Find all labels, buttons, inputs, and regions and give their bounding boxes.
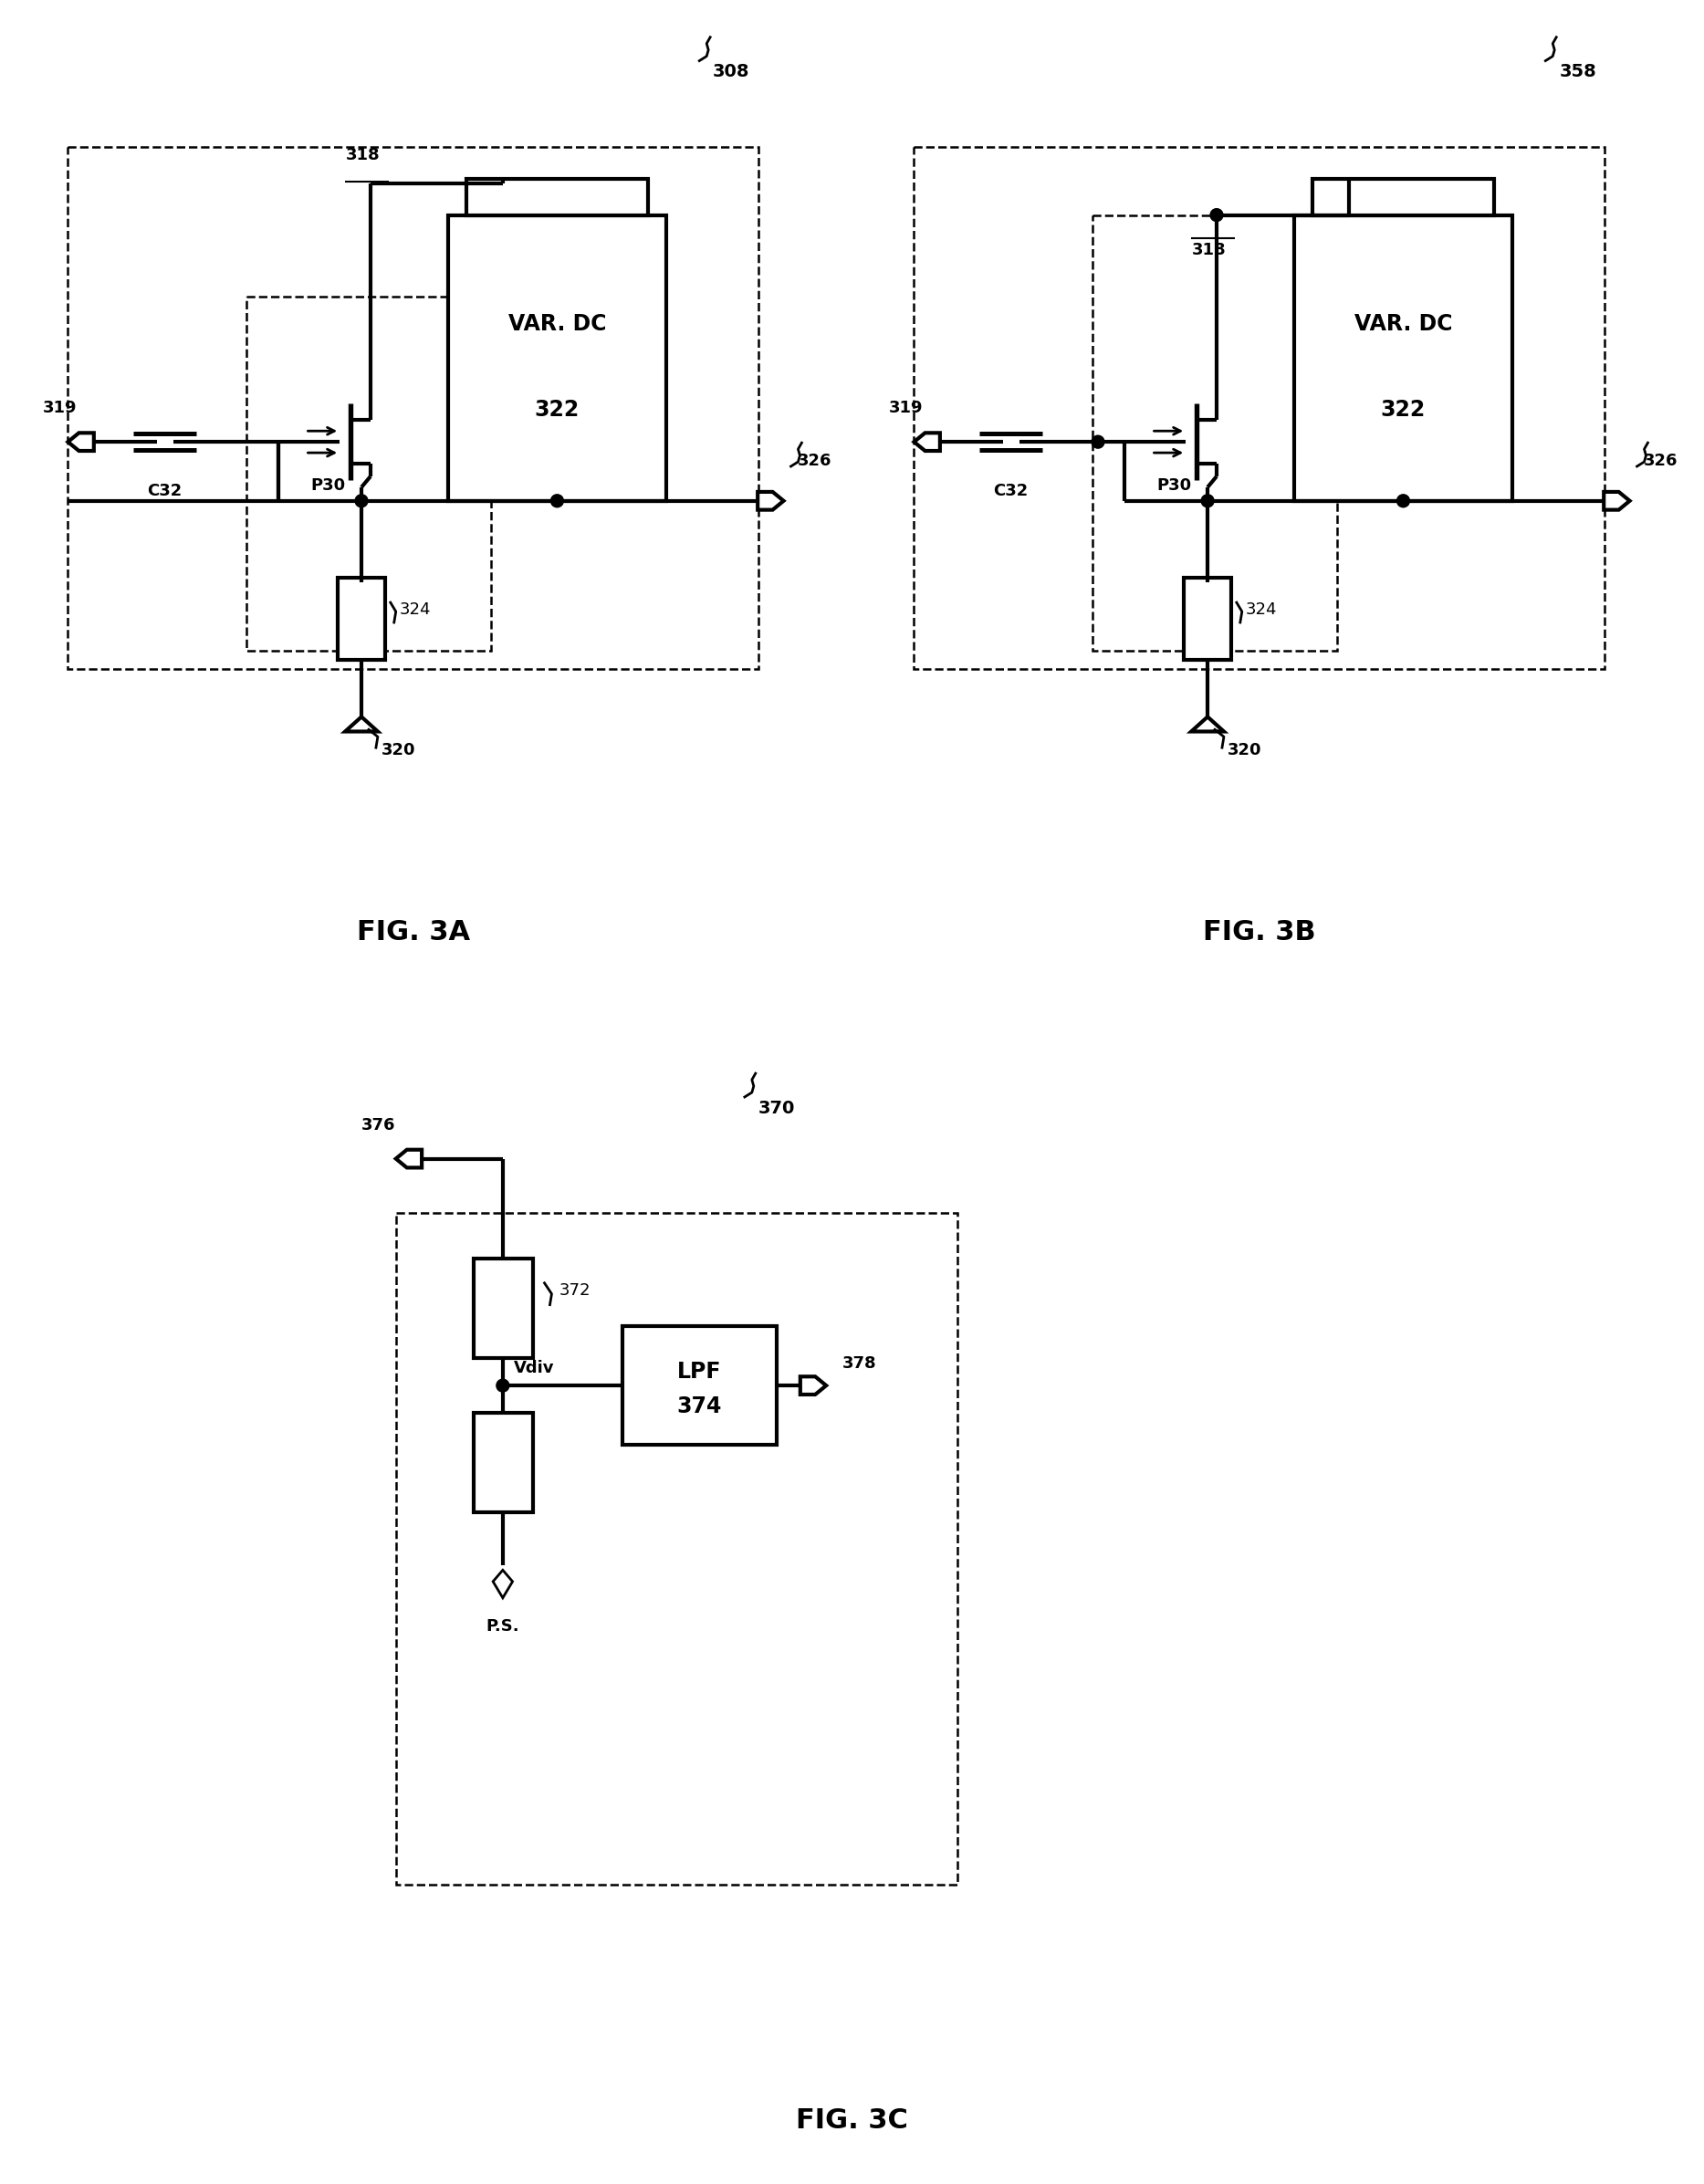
- Circle shape: [354, 494, 368, 507]
- Text: 372: 372: [559, 1282, 590, 1299]
- Bar: [622, 1326, 777, 1444]
- Text: 374: 374: [676, 1396, 722, 1417]
- Circle shape: [1210, 210, 1223, 221]
- Circle shape: [1092, 435, 1104, 448]
- Polygon shape: [1191, 716, 1223, 732]
- Text: VAR. DC: VAR. DC: [1355, 312, 1452, 334]
- Text: FIG. 3B: FIG. 3B: [1203, 919, 1315, 946]
- Polygon shape: [395, 1149, 423, 1168]
- Text: 318: 318: [1193, 242, 1227, 258]
- Bar: [395, 1212, 958, 1885]
- Bar: [1312, 179, 1494, 214]
- Text: 322: 322: [1380, 397, 1426, 419]
- Text: 318: 318: [346, 146, 380, 164]
- Polygon shape: [492, 1570, 513, 1599]
- Circle shape: [496, 1378, 509, 1391]
- Text: 319: 319: [889, 400, 924, 417]
- Text: FIG. 3A: FIG. 3A: [356, 919, 470, 946]
- Text: P30: P30: [310, 476, 346, 494]
- Bar: [1295, 214, 1511, 500]
- Text: 324: 324: [399, 601, 431, 618]
- Circle shape: [1201, 494, 1213, 507]
- Polygon shape: [68, 432, 94, 450]
- Polygon shape: [346, 716, 378, 732]
- Text: 370: 370: [758, 1101, 796, 1118]
- Text: 320: 320: [382, 743, 416, 758]
- Text: 320: 320: [1227, 743, 1261, 758]
- Polygon shape: [913, 432, 941, 450]
- Text: 358: 358: [1559, 63, 1597, 81]
- Bar: [474, 1258, 533, 1358]
- Text: LPF: LPF: [676, 1361, 721, 1382]
- Polygon shape: [801, 1376, 826, 1396]
- Text: 324: 324: [1246, 601, 1276, 618]
- Text: C32: C32: [148, 483, 182, 500]
- Polygon shape: [1603, 491, 1629, 509]
- Bar: [448, 214, 666, 500]
- Polygon shape: [758, 491, 784, 509]
- Text: 326: 326: [797, 452, 832, 470]
- Text: 378: 378: [842, 1356, 878, 1372]
- Bar: [913, 146, 1605, 668]
- Text: 376: 376: [361, 1116, 395, 1133]
- Bar: [68, 146, 758, 668]
- Text: VAR. DC: VAR. DC: [508, 312, 607, 334]
- Text: P.S.: P.S.: [486, 1618, 520, 1634]
- Text: P30: P30: [1157, 476, 1191, 494]
- Text: 326: 326: [1643, 452, 1677, 470]
- Text: C32: C32: [993, 483, 1029, 500]
- Text: FIG. 3C: FIG. 3C: [796, 2108, 908, 2134]
- Bar: [1184, 579, 1230, 660]
- Bar: [467, 179, 648, 214]
- Bar: [1092, 214, 1338, 651]
- Text: 322: 322: [535, 397, 579, 419]
- Circle shape: [550, 494, 564, 507]
- Text: 319: 319: [43, 400, 77, 417]
- Bar: [474, 1413, 533, 1514]
- Bar: [247, 297, 491, 651]
- Text: Vdiv: Vdiv: [513, 1361, 554, 1376]
- Circle shape: [1397, 494, 1409, 507]
- Text: 308: 308: [712, 63, 750, 81]
- Bar: [337, 579, 385, 660]
